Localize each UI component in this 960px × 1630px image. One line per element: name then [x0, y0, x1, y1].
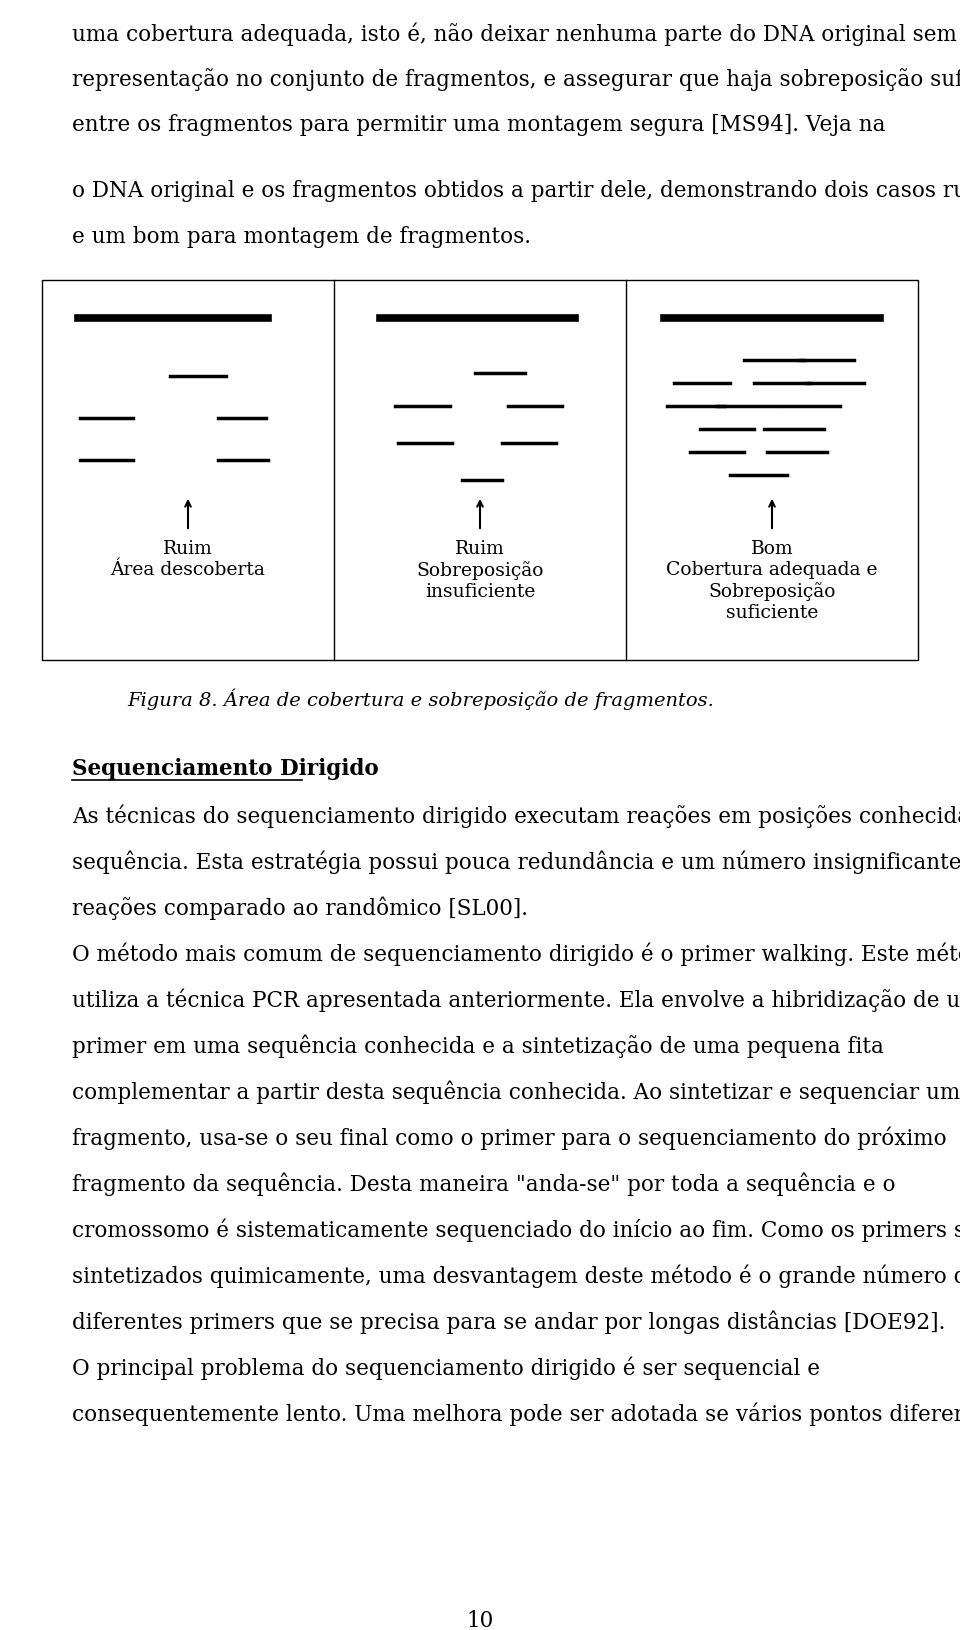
Text: representação no conjunto de fragmentos, e assegurar que haja sobreposição sufic: representação no conjunto de fragmentos,… — [72, 68, 960, 91]
Text: entre os fragmentos para permitir uma montagem segura [MS94]. Veja na: entre os fragmentos para permitir uma mo… — [72, 114, 885, 135]
Bar — [42, 280, 918, 660]
Text: Ruim
Área descoberta: Ruim Área descoberta — [110, 540, 265, 579]
Text: sintetizados quimicamente, uma desvantagem deste método é o grande número de: sintetizados quimicamente, uma desvantag… — [72, 1263, 960, 1288]
Text: cromossomo é sistematicamente sequenciado do início ao fim. Como os primers são: cromossomo é sistematicamente sequenciad… — [72, 1218, 960, 1242]
Text: Bom
Cobertura adequada e
Sobreposição
suficiente: Bom Cobertura adequada e Sobreposição su… — [666, 540, 877, 621]
Text: sequência. Esta estratégia possui pouca redundância e um número insignificante d: sequência. Esta estratégia possui pouca … — [72, 849, 960, 874]
Text: 10: 10 — [467, 1610, 493, 1630]
Text: consequentemente lento. Uma melhora pode ser adotada se vários pontos diferentes: consequentemente lento. Uma melhora pode… — [72, 1402, 960, 1426]
Text: utiliza a técnica PCR apresentada anteriormente. Ela envolve a hibridização de u: utiliza a técnica PCR apresentada anteri… — [72, 988, 960, 1012]
Text: Sequenciamento Dirigido: Sequenciamento Dirigido — [72, 758, 379, 781]
Text: complementar a partir desta sequência conhecida. Ao sintetizar e sequenciar um: complementar a partir desta sequência co… — [72, 1081, 960, 1104]
Text: Ruim
Sobreposição
insuficiente: Ruim Sobreposição insuficiente — [417, 540, 543, 601]
Text: uma cobertura adequada, isto é, não deixar nenhuma parte do DNA original sem: uma cobertura adequada, isto é, não deix… — [72, 21, 957, 46]
Text: As técnicas do sequenciamento dirigido executam reações em posições conhecidas d: As técnicas do sequenciamento dirigido e… — [72, 804, 960, 828]
Text: O método mais comum de sequenciamento dirigido é o primer walking. Este método: O método mais comum de sequenciamento di… — [72, 942, 960, 965]
Text: primer em uma sequência conhecida e a sintetização de uma pequena fita: primer em uma sequência conhecida e a si… — [72, 1033, 884, 1058]
Text: Figura 8. Área de cobertura e sobreposição de fragmentos.: Figura 8. Área de cobertura e sobreposiç… — [127, 688, 714, 709]
Text: diferentes primers que se precisa para se andar por longas distâncias [DOE92].: diferentes primers que se precisa para s… — [72, 1311, 946, 1333]
Text: fragmento, usa-se o seu final como o primer para o sequenciamento do próximo: fragmento, usa-se o seu final como o pri… — [72, 1126, 947, 1149]
Text: e um bom para montagem de fragmentos.: e um bom para montagem de fragmentos. — [72, 227, 531, 248]
Text: O principal problema do sequenciamento dirigido é ser sequencial e: O principal problema do sequenciamento d… — [72, 1356, 820, 1379]
Text: o DNA original e os fragmentos obtidos a partir dele, demonstrando dois casos ru: o DNA original e os fragmentos obtidos a… — [72, 179, 960, 202]
Text: reações comparado ao randômico [SL00].: reações comparado ao randômico [SL00]. — [72, 897, 528, 919]
Text: fragmento da sequência. Desta maneira "anda-se" por toda a sequência e o: fragmento da sequência. Desta maneira "a… — [72, 1172, 896, 1195]
